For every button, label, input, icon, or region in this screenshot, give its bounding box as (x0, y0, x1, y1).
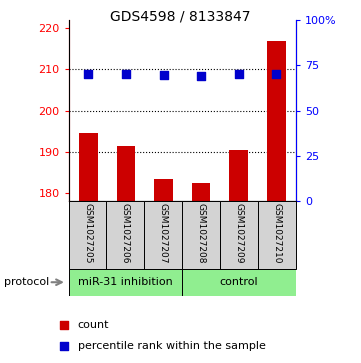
Point (198, 73, 204, 79)
Text: count: count (78, 321, 109, 330)
Bar (117, 146, 135, 201)
Bar (258, 201, 296, 269)
Point (273, 70, 279, 77)
Text: GSM1027206: GSM1027206 (121, 204, 130, 264)
Text: GSM1027209: GSM1027209 (235, 204, 244, 264)
Bar (154, 179, 173, 201)
Bar (192, 183, 210, 201)
Text: GSM1027208: GSM1027208 (197, 204, 206, 264)
Text: GSM1027205: GSM1027205 (83, 204, 92, 264)
Bar (79, 134, 98, 201)
Text: protocol: protocol (4, 277, 49, 287)
Point (161, 72, 166, 78)
Bar (106, 201, 144, 269)
Bar (229, 150, 248, 201)
Text: GDS4598 / 8133847: GDS4598 / 8133847 (110, 9, 251, 23)
Text: miR-31 inhibition: miR-31 inhibition (78, 277, 173, 287)
Bar (267, 41, 286, 201)
Text: control: control (220, 277, 258, 287)
Bar (220, 201, 258, 269)
Text: GSM1027210: GSM1027210 (273, 204, 282, 264)
Bar (182, 201, 220, 269)
Text: percentile rank within the sample: percentile rank within the sample (78, 341, 266, 351)
Bar (144, 201, 182, 269)
Point (61, 322, 67, 328)
Bar (69, 201, 106, 269)
Point (236, 72, 242, 77)
Point (123, 70, 129, 77)
Bar (69, 269, 182, 296)
Point (86, 70, 91, 77)
Point (61, 343, 67, 349)
Text: GSM1027207: GSM1027207 (159, 204, 168, 264)
Bar (182, 269, 296, 296)
